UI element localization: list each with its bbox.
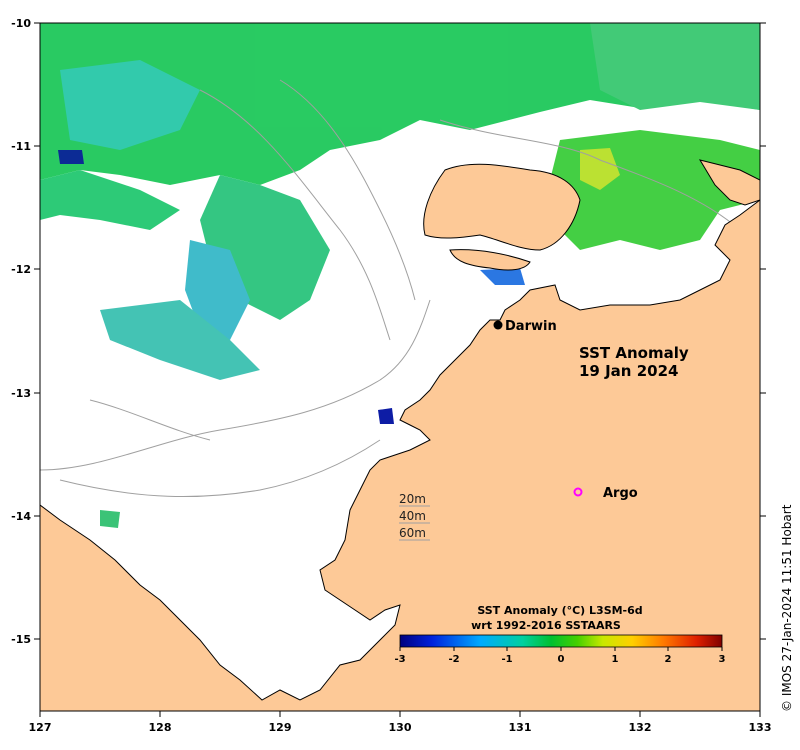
depth-legend: 20m 40m 60m	[399, 492, 430, 541]
lon-tick-131: 131	[509, 721, 532, 734]
darwin-marker	[493, 320, 503, 330]
sst-patch-northwest	[40, 170, 180, 230]
colorbar-title-line1: SST Anomaly (°C) L3SM-6d	[477, 604, 642, 617]
lon-tick-127: 127	[29, 721, 52, 734]
isobath-40m	[59, 89, 391, 498]
sst-anomaly-field	[40, 23, 760, 528]
lon-tick-labels: 127 128 129 130 131 132 133	[29, 721, 772, 734]
lat-tick-labels: -10 -11 -12 -13 -14 -15	[11, 17, 31, 646]
colorbar-tick-3: 3	[719, 654, 726, 665]
sst-patch-north-cyan	[60, 60, 200, 150]
lat-tick-minus14: -14	[11, 510, 31, 523]
axis-ticks	[34, 22, 766, 717]
colorbar-tick-marks	[399, 647, 723, 651]
map-title-line1: SST Anomaly	[579, 344, 689, 362]
land-mainland	[40, 199, 760, 711]
argo-marker	[573, 487, 583, 497]
colorbar-tick-1: 1	[612, 654, 619, 665]
credit-text: © IMOS 27-Jan-2024 11:51 Hobart	[780, 504, 794, 712]
lat-tick-minus12: -12	[11, 263, 31, 276]
colorbar: SST Anomaly (°C) L3SM-6d wrt 1992-2016 S…	[394, 604, 725, 665]
lat-tick-minus15: -15	[11, 633, 31, 646]
colorbar-tick-minus1: -1	[501, 654, 512, 665]
land	[40, 159, 760, 711]
isobath-60m	[89, 79, 416, 441]
isobaths	[40, 79, 741, 498]
sst-patch-coast-blue	[378, 408, 394, 424]
sst-patch-north	[40, 23, 760, 185]
lat-tick-minus11: -11	[11, 140, 31, 153]
lon-tick-132: 132	[629, 721, 652, 734]
colorbar-tick-minus2: -2	[448, 654, 459, 665]
lon-tick-129: 129	[269, 721, 292, 734]
colorbar-tick-2: 2	[665, 654, 672, 665]
colorbar-tick-0: 0	[558, 654, 565, 665]
sst-patch-east-yellow	[580, 148, 620, 190]
darwin-label: Darwin	[505, 319, 557, 334]
land-tiwi-area	[449, 249, 531, 271]
plot-area	[40, 23, 760, 711]
map-title-line2: 19 Jan 2024	[579, 362, 678, 380]
lon-tick-130: 130	[389, 721, 412, 734]
land-peninsula-cobourg	[423, 163, 581, 251]
sst-patch-top-right	[590, 23, 760, 110]
land-northeast-point	[698, 159, 760, 206]
colorbar-bar	[399, 634, 723, 648]
depth-legend-20m: 20m	[399, 492, 426, 506]
colorbar-title-line2: wrt 1992-2016 SSTAARS	[471, 619, 621, 632]
lat-tick-minus13: -13	[11, 387, 31, 400]
sst-patch-west-scatter	[100, 300, 260, 380]
sst-patch-gulf-blue	[480, 268, 525, 285]
lon-tick-133: 133	[749, 721, 772, 734]
isobath-20m	[40, 119, 741, 471]
sst-patch-nw-dark	[58, 150, 84, 164]
sst-patch-sw	[100, 510, 120, 528]
argo-label: Argo	[603, 486, 638, 501]
lon-tick-128: 128	[149, 721, 172, 734]
lat-tick-minus10: -10	[11, 17, 31, 30]
depth-legend-40m: 40m	[399, 509, 426, 523]
sst-patch-mid-cyan	[185, 240, 250, 340]
colorbar-tick-minus3: -3	[394, 654, 405, 665]
depth-legend-60m: 60m	[399, 526, 426, 540]
